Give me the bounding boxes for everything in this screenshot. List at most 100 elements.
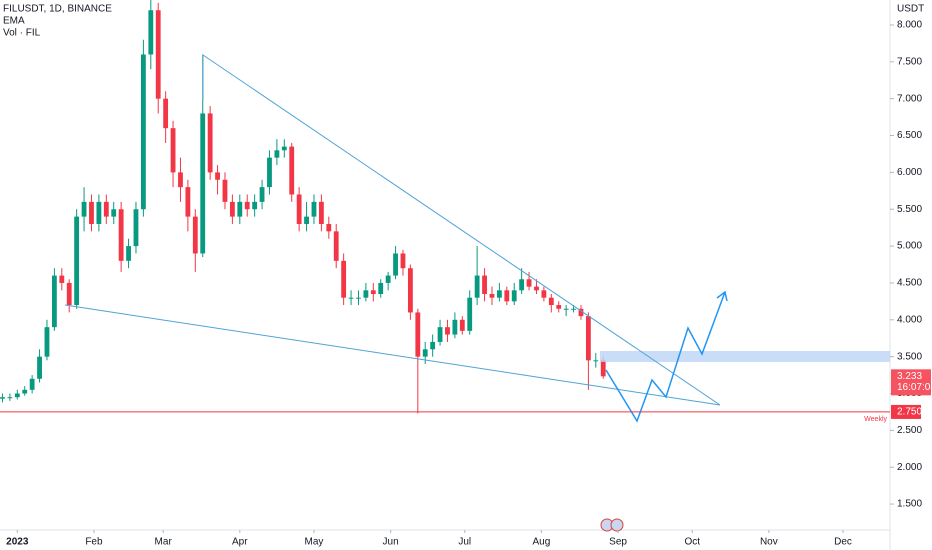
y-tick-label: 3.500 bbox=[897, 351, 922, 362]
y-tick-label: 2.000 bbox=[897, 462, 922, 473]
x-tick-label: Sep bbox=[609, 537, 627, 548]
candle-body bbox=[274, 150, 280, 158]
candle-body bbox=[155, 10, 161, 99]
candle-body bbox=[59, 275, 65, 283]
lower-trendline bbox=[64, 304, 721, 406]
x-tick-label: Mar bbox=[155, 537, 173, 548]
candle-body bbox=[103, 201, 109, 217]
candle-body bbox=[363, 290, 369, 298]
candle-body bbox=[118, 209, 124, 261]
candle-body bbox=[37, 356, 42, 379]
candle-body bbox=[356, 297, 361, 299]
candle-body bbox=[29, 378, 35, 390]
projection-arrowhead bbox=[716, 290, 728, 302]
x-tick-label: Jul bbox=[458, 537, 471, 548]
y-tick-label: 6.000 bbox=[897, 167, 922, 178]
candle-body bbox=[237, 201, 243, 217]
candle-body bbox=[571, 308, 576, 310]
candle-body bbox=[74, 216, 80, 306]
candle-body bbox=[170, 128, 176, 173]
candle-body bbox=[333, 231, 339, 261]
candle-body bbox=[482, 275, 487, 295]
candle-body bbox=[467, 297, 473, 331]
candle-body bbox=[311, 201, 317, 217]
candle-body bbox=[393, 253, 398, 276]
y-tick-label: 5.500 bbox=[897, 204, 922, 215]
candle-body bbox=[244, 201, 250, 210]
candle-body bbox=[511, 290, 517, 302]
candle-body bbox=[259, 187, 265, 202]
currency-label: USDT bbox=[897, 4, 924, 15]
upper-trendline bbox=[202, 54, 721, 406]
candle-body bbox=[252, 201, 258, 210]
candle-body bbox=[215, 172, 220, 180]
x-tick-label: Feb bbox=[85, 537, 103, 548]
candle-body bbox=[111, 209, 117, 217]
y-tick-label: 6.500 bbox=[897, 130, 922, 141]
level-tag bbox=[891, 404, 921, 419]
x-tick-label: 2023 bbox=[6, 537, 29, 548]
indicator-label: Vol · FIL bbox=[3, 28, 41, 39]
candle-body bbox=[504, 290, 510, 302]
x-tick-label: Nov bbox=[760, 537, 778, 548]
candle-body bbox=[585, 316, 591, 361]
candle-body bbox=[496, 290, 502, 298]
candle-body bbox=[348, 297, 354, 299]
candle-body bbox=[0, 397, 5, 399]
candle-body bbox=[593, 360, 599, 362]
candle-body bbox=[385, 275, 391, 283]
candle-body bbox=[267, 157, 272, 188]
y-tick-label: 4.000 bbox=[897, 314, 922, 325]
candle-body bbox=[600, 360, 606, 377]
candle-body bbox=[51, 275, 57, 328]
candle-body bbox=[289, 146, 295, 195]
candle-body bbox=[400, 253, 406, 269]
candle-body bbox=[556, 305, 562, 309]
event-icon[interactable] bbox=[610, 518, 624, 532]
symbol-title: FILUSDT, 1D, BINANCE bbox=[3, 4, 112, 15]
candle-body bbox=[563, 308, 569, 310]
candle-body bbox=[378, 282, 384, 295]
x-tick-label: May bbox=[305, 537, 324, 548]
x-tick-label: Jun bbox=[383, 537, 399, 548]
indicator-label: EMA bbox=[3, 16, 25, 27]
candle-body bbox=[207, 113, 213, 173]
candle-body bbox=[541, 290, 547, 298]
projection-path bbox=[605, 291, 726, 423]
candle-body bbox=[341, 260, 347, 298]
candle-body bbox=[133, 209, 139, 247]
candle-body bbox=[452, 319, 458, 335]
candle-body bbox=[229, 201, 235, 217]
candle-body bbox=[96, 201, 102, 224]
x-tick-label: Dec bbox=[834, 537, 852, 548]
support-zone bbox=[600, 351, 890, 362]
candle-body bbox=[445, 327, 450, 335]
candle-body bbox=[437, 327, 443, 342]
level-name: Weekly bbox=[864, 416, 887, 423]
y-tick-label: 7.000 bbox=[897, 93, 922, 104]
candle-body bbox=[370, 290, 376, 295]
candle-body bbox=[222, 179, 228, 202]
last-price-label: 3.233 bbox=[897, 371, 922, 382]
candle-body bbox=[163, 98, 169, 129]
candle-body bbox=[304, 216, 309, 224]
plot-area bbox=[0, 0, 606, 414]
last-price-tag bbox=[891, 369, 931, 396]
y-tick-label: 2.500 bbox=[897, 425, 922, 436]
y-tick-label: 8.000 bbox=[897, 20, 922, 31]
candle-body bbox=[185, 187, 191, 217]
candle-body bbox=[296, 194, 302, 224]
candle-body bbox=[148, 10, 154, 55]
candle-body bbox=[578, 308, 584, 317]
candle-body bbox=[430, 341, 436, 350]
countdown-label: 16:07:08 bbox=[897, 382, 932, 393]
candle-body bbox=[519, 279, 525, 291]
candle-body bbox=[326, 223, 332, 232]
candle-body bbox=[178, 172, 183, 188]
level-price-label: 2.750 bbox=[897, 407, 922, 418]
candle-body bbox=[548, 297, 554, 306]
y-tick-label: 4.500 bbox=[897, 278, 922, 289]
candle-body bbox=[318, 201, 324, 224]
